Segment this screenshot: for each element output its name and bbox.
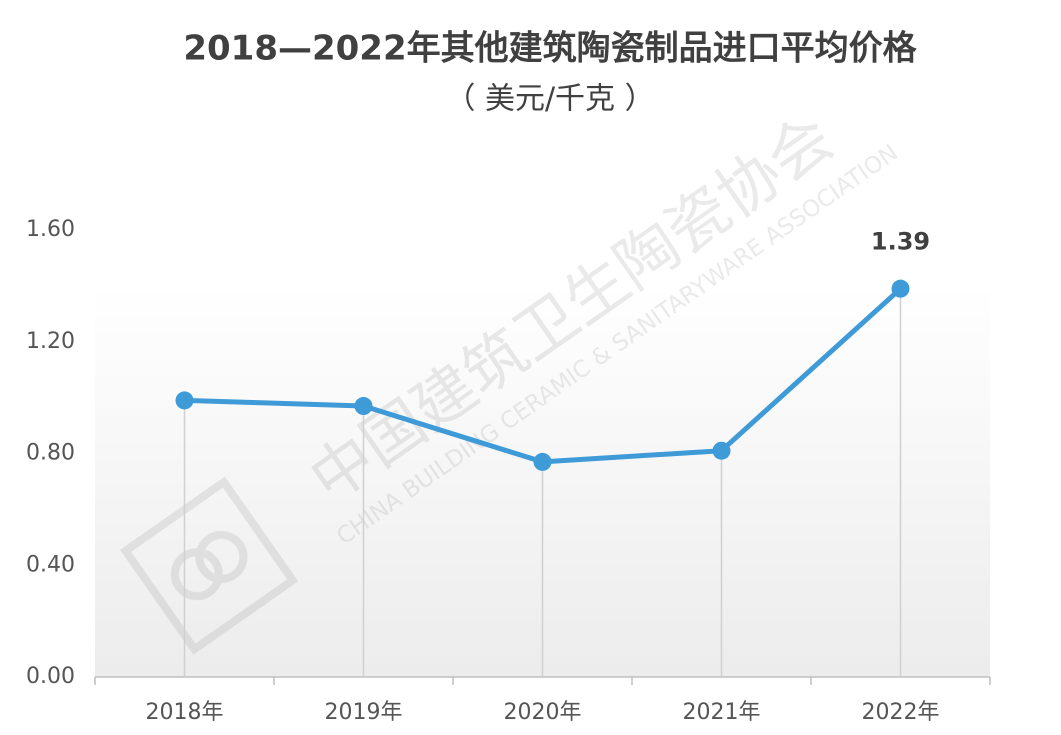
x-tick-label: 2019年 — [325, 700, 403, 725]
y-tick-label: 0.40 — [26, 552, 75, 577]
chart-subtitle: （ 美元/千克 ） — [445, 82, 654, 117]
x-tick-label: 2021年 — [683, 700, 761, 725]
y-tick-label: 1.60 — [26, 217, 75, 242]
point — [175, 391, 194, 410]
point — [354, 397, 373, 416]
y-tick-label: 0.80 — [26, 441, 75, 466]
x-tick-label: 2018年 — [146, 700, 224, 725]
y-tick-label: 0.00 — [26, 664, 75, 689]
chart-title: 2018—2022年其他建筑陶瓷制品进口平均价格 — [183, 29, 917, 69]
x-tick-label: 2020年 — [504, 700, 582, 725]
point — [533, 452, 552, 471]
value-label: 1.39 — [871, 228, 930, 256]
point — [891, 279, 910, 298]
x-tick-label: 2022年 — [862, 700, 940, 725]
y-tick-label: 1.20 — [26, 329, 75, 354]
point — [712, 441, 731, 460]
